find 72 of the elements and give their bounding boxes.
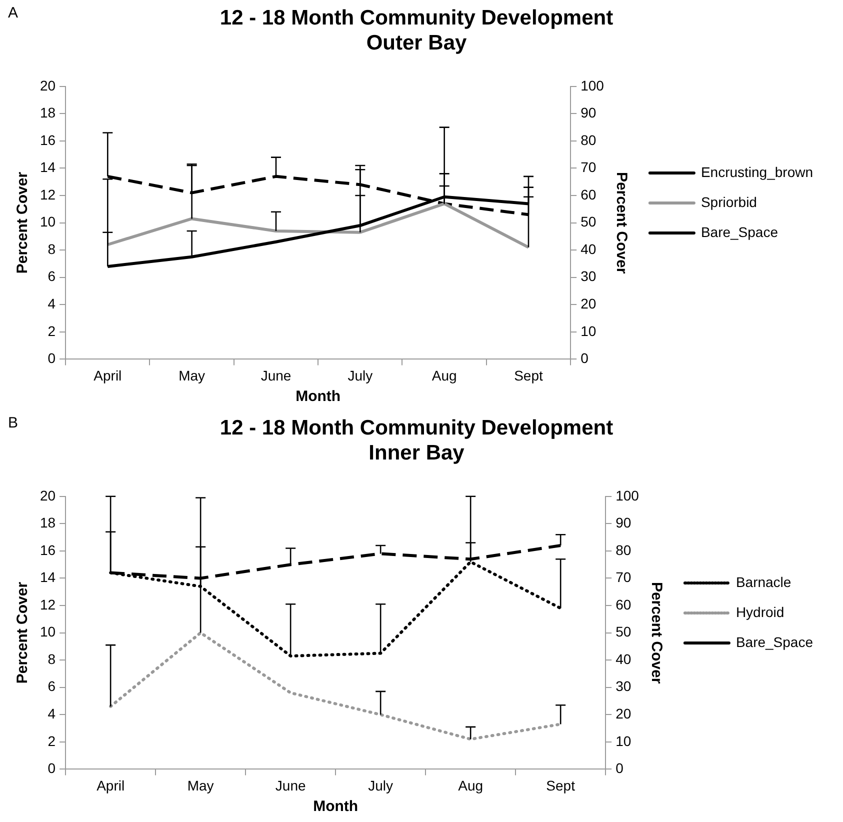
y-tick-label: 18 <box>40 104 56 121</box>
legend-label: Hydroid <box>736 604 784 620</box>
y-tick-label: 2 <box>48 322 56 339</box>
y-tick-label: 16 <box>40 542 56 558</box>
y-tick-label: 8 <box>48 240 56 257</box>
legend-label: Bare_Space <box>736 634 814 650</box>
legend-label: Spriorbid <box>700 194 757 210</box>
y2-tick-label: 70 <box>580 159 596 176</box>
y-tick-label: 16 <box>40 132 56 148</box>
y2-tick-label: 40 <box>580 240 596 257</box>
chart-title: 12 - 18 Month Community Development Inner Bay <box>220 416 614 465</box>
y-tick-label: 18 <box>40 514 56 531</box>
y-axis-title: Percent Cover <box>14 582 32 684</box>
y-tick-label: 12 <box>40 596 56 612</box>
y2-tick-label: 80 <box>580 132 596 148</box>
legend-label: Barnacle <box>736 574 792 590</box>
y-tick-label: 14 <box>40 569 56 586</box>
y-tick-label: 4 <box>48 706 56 722</box>
x-tick-label: July <box>368 777 394 794</box>
y2-axis-title: Percent Cover <box>612 172 630 274</box>
x-axis-title: Month <box>296 388 341 406</box>
y2-tick-label: 10 <box>580 322 596 339</box>
x-axis-title: Month <box>313 798 358 816</box>
y2-axis-title: Percent Cover <box>648 582 665 684</box>
x-tick-label: Sept <box>546 777 576 794</box>
y-tick-label: 20 <box>40 487 56 504</box>
y-tick-label: 6 <box>48 268 56 284</box>
y2-tick-label: 0 <box>580 350 589 366</box>
y2-tick-label: 70 <box>616 569 632 586</box>
y2-tick-label: 100 <box>616 487 640 504</box>
y-tick-label: 6 <box>48 678 56 694</box>
y2-tick-label: 50 <box>616 624 632 640</box>
legend-label: Encrusting_brown <box>700 164 813 180</box>
y-axis-title: Percent Cover <box>14 172 32 274</box>
y2-tick-label: 30 <box>580 268 596 284</box>
x-tick-label: May <box>178 367 206 384</box>
y-tick-label: 20 <box>40 77 56 94</box>
y-tick-label: 14 <box>40 159 56 176</box>
chart-title: 12 - 18 Month Community Development Outer Bay <box>220 6 614 55</box>
x-tick-label: June <box>260 367 292 384</box>
x-tick-label: July <box>348 367 373 384</box>
x-tick-label: April <box>94 367 122 384</box>
y-tick-label: 4 <box>48 296 56 312</box>
y2-tick-label: 90 <box>580 104 596 121</box>
x-tick-label: Sept <box>514 367 543 384</box>
y-tick-label: 2 <box>48 732 56 749</box>
text: A <box>8 4 18 22</box>
legend-label: Bare_Space <box>700 224 778 240</box>
y2-tick-label: 100 <box>580 77 604 94</box>
x-tick-label: May <box>187 777 214 794</box>
y-tick-label: 10 <box>40 624 56 640</box>
y2-tick-label: 50 <box>580 214 596 230</box>
x-tick-label: Aug <box>458 777 484 794</box>
y2-tick-label: 0 <box>616 760 624 776</box>
y-tick-label: 10 <box>40 214 56 230</box>
y2-tick-label: 60 <box>580 186 596 202</box>
text: B <box>8 414 18 432</box>
y2-tick-label: 40 <box>616 650 632 667</box>
x-tick-label: April <box>96 777 125 794</box>
y2-tick-label: 20 <box>580 296 596 312</box>
y-tick-label: 0 <box>48 760 56 776</box>
x-tick-label: June <box>275 777 306 794</box>
x-tick-label: Aug <box>432 367 457 384</box>
y2-tick-label: 90 <box>616 514 632 531</box>
y2-tick-label: 80 <box>616 542 632 558</box>
y2-tick-label: 10 <box>616 732 632 749</box>
y-tick-label: 0 <box>48 350 56 366</box>
y2-tick-label: 20 <box>616 706 632 722</box>
y2-tick-label: 30 <box>616 678 632 694</box>
y-tick-label: 8 <box>48 650 56 667</box>
y2-tick-label: 60 <box>616 596 632 612</box>
y-tick-label: 12 <box>40 186 56 202</box>
